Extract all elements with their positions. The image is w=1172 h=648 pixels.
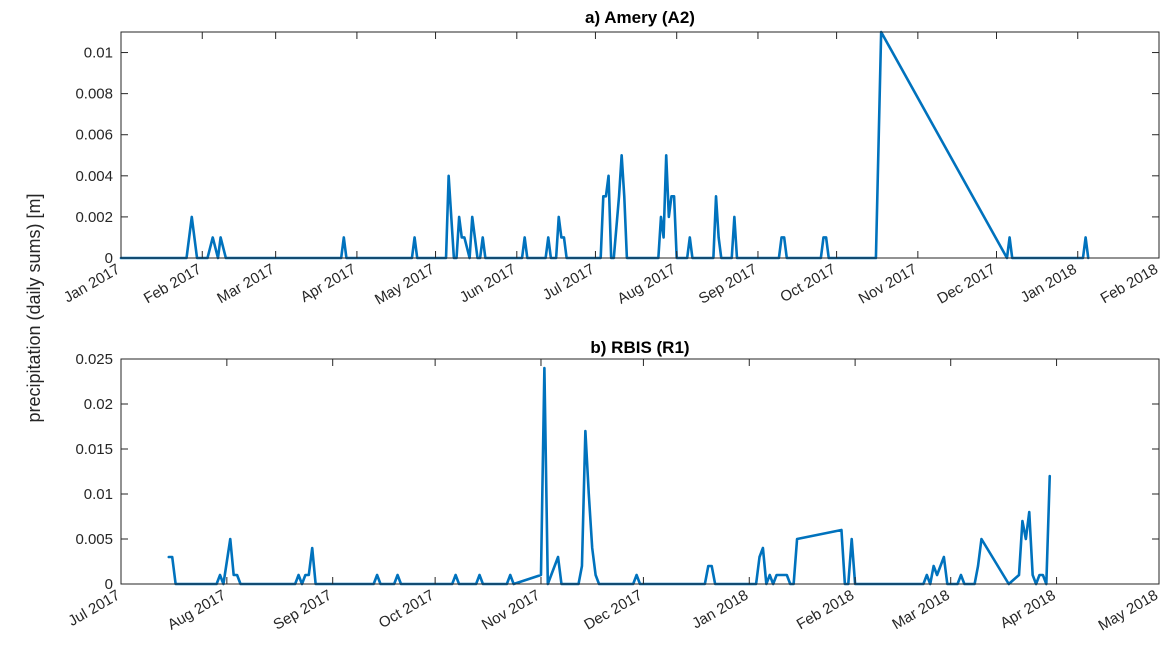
panel-a-series-line: [119, 30, 1090, 260]
panel-b-x-tick-label: Feb 2018: [794, 587, 857, 633]
panel-a-title: a) Amery (A2): [585, 8, 695, 27]
panel-a-x-tick-label: Nov 2017: [856, 261, 920, 308]
panel-b-x-tick-label: Jul 2017: [65, 587, 123, 630]
panel-b-x-tick-label: Aug 2017: [165, 587, 229, 634]
panel-b-x-tick-label: Oct 2017: [376, 587, 437, 632]
panel-a-x-tick-label: Jul 2017: [540, 261, 598, 304]
panel-b: b) RBIS (R1) 0 0.005 0.01 0.015 0.02 0.025 Jul…: [65, 338, 1161, 634]
panel-a-y-tick-label: 0.006: [75, 127, 113, 144]
panel-b-x-tick-label: Dec 2017: [581, 587, 645, 634]
panel-a-axes-box: [120, 31, 1160, 259]
panel-b-axes-box: [120, 358, 1160, 585]
panel-b-x-tick-label: Jan 2018: [689, 587, 751, 633]
panel-a-y-tick-label: 0: [105, 250, 113, 267]
panel-a: a) Amery (A2) 0 0.002 0.004 0.006 0.008 0.01 J…: [61, 8, 1161, 308]
panel-b-y-tick-label: 0.01: [84, 486, 113, 503]
panel-a-y-tick-label: 0.008: [75, 86, 113, 103]
panel-a-x-tick-label: Jan 2018: [1018, 261, 1080, 307]
panel-a-x-tick-label: Feb 2017: [141, 261, 204, 307]
panel-b-x-tick-label: May 2018: [1095, 587, 1161, 635]
panel-a-x-tick-label: Jan 2017: [61, 261, 123, 307]
panel-a-x-tick-label: Sep 2017: [696, 261, 760, 308]
panel-a-x-tick-label: Feb 2018: [1098, 261, 1161, 307]
panel-a-x-tick-label: Dec 2017: [934, 261, 998, 308]
panel-b-x-tick-label: Apr 2018: [997, 587, 1058, 632]
shared-y-axis-label: precipitation (daily sums) [m]: [24, 193, 44, 422]
panel-a-y-tick-label: 0.004: [75, 168, 113, 185]
panel-b-x-tick-label: Nov 2017: [479, 587, 543, 634]
panel-b-series-line: [167, 366, 1052, 586]
panel-a-x-tick-label: May 2017: [372, 261, 438, 309]
panel-b-title: b) RBIS (R1): [590, 338, 689, 357]
panel-a-x-tick-label: Mar 2017: [214, 261, 277, 307]
panel-b-y-tick-label: 0: [105, 576, 113, 593]
panel-a-y-tick-label: 0.01: [84, 45, 113, 62]
panel-b-y-tick-label: 0.015: [75, 441, 113, 458]
panel-b-y-tick-label: 0.025: [75, 351, 113, 368]
panel-a-axes: 0 0.002 0.004 0.006 0.008 0.01 Jan 2017 Feb 201…: [61, 30, 1161, 309]
panel-b-x-tick-label: Mar 2018: [889, 587, 952, 633]
panel-a-y-tick-label: 0.002: [75, 209, 113, 226]
panel-b-y-tick-label: 0.005: [75, 531, 113, 548]
panel-a-x-tick-label: Jun 2017: [457, 261, 519, 307]
panel-a-x-tick-label: Oct 2017: [777, 261, 838, 306]
panel-a-x-tick-label: Aug 2017: [615, 261, 679, 308]
panel-b-x-tick-label: Sep 2017: [271, 587, 335, 634]
panel-b-y-tick-label: 0.02: [84, 396, 113, 413]
panel-a-x-tick-label: Apr 2017: [298, 261, 359, 306]
panel-b-axes: 0 0.005 0.01 0.015 0.02 0.025 Jul 2017 Aug 2017…: [65, 351, 1161, 634]
